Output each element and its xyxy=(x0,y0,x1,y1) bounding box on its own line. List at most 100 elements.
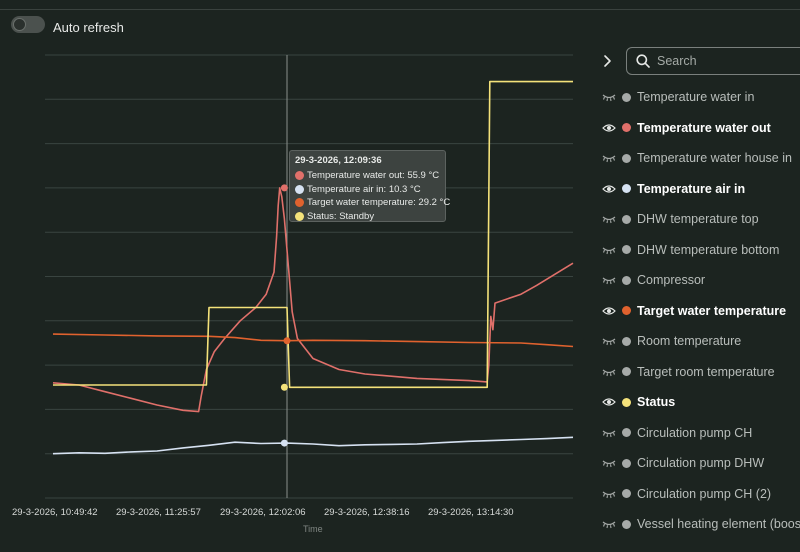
legend-color-dot xyxy=(622,306,631,315)
tooltip-row-text: Temperature air in: 10.3 °C xyxy=(307,183,421,195)
legend-item-target-room-temperature[interactable]: Target room temperature xyxy=(602,362,800,382)
hover-point-temperature-air-in xyxy=(280,439,288,447)
legend-label: DHW temperature bottom xyxy=(637,242,780,257)
legend-label: Circulation pump CH (2) xyxy=(637,486,772,501)
hover-points xyxy=(280,184,291,447)
tooltip-row: Target water temperature: 29.2 °C xyxy=(295,196,450,210)
legend-color-dot xyxy=(622,245,631,254)
legend-label: Room temperature xyxy=(637,334,742,348)
eye-icon[interactable] xyxy=(602,306,616,316)
eye-icon[interactable] xyxy=(602,184,616,194)
hover-point-temperature-water-out xyxy=(280,184,288,192)
legend-color-dot xyxy=(622,123,631,132)
eye-closed-icon[interactable] xyxy=(602,367,616,377)
legend-label: Target water temperature xyxy=(637,303,787,318)
legend-item-circulation-pump-dhw[interactable]: Circulation pump DHW xyxy=(602,453,800,473)
tooltip-row: Temperature water out: 55.9 °C xyxy=(295,169,440,183)
legend-color-dot xyxy=(622,367,631,376)
legend-color-dot xyxy=(622,519,631,529)
x-tick-label: 29-3-2026, 12:38:16 xyxy=(324,507,410,518)
legend-item-dhw-temperature-bottom[interactable]: DHW temperature bottom xyxy=(602,240,800,260)
legend-color-dot xyxy=(622,92,631,102)
search-icon xyxy=(636,54,650,68)
x-tick-label: 29-3-2026, 10:49:42 xyxy=(12,507,98,518)
auto-refresh-label: Auto refresh xyxy=(53,20,124,35)
tooltip-rows: Temperature water out: 55.9 °C Temperatur… xyxy=(295,169,450,224)
eye-closed-icon[interactable] xyxy=(602,519,616,529)
legend-label: Circulation pump DHW xyxy=(637,456,765,470)
legend-item-temperature-water-in[interactable]: Temperature water in xyxy=(602,87,800,107)
x-axis-label: Time xyxy=(303,524,323,534)
search-input[interactable] xyxy=(657,52,797,70)
legend-item-circulation-pump-ch[interactable]: Circulation pump CH xyxy=(602,423,800,443)
legend-item-dhw-temperature-top[interactable]: DHW temperature top xyxy=(602,209,800,229)
tooltip-color-dot xyxy=(295,184,304,194)
search-box[interactable] xyxy=(626,47,800,75)
legend-item-room-temperature[interactable]: Room temperature xyxy=(602,331,800,351)
chart-tooltip: 29-3-2026, 12:09:36 Temperature water ou… xyxy=(289,150,450,224)
chevron-right-icon[interactable] xyxy=(599,53,615,69)
tooltip-color-dot xyxy=(295,171,304,181)
tooltip-row-text: Target water temperature: 29.2 °C xyxy=(307,197,451,209)
toggle-knob xyxy=(13,18,26,31)
tooltip-row-text: Temperature water out: 55.9 °C xyxy=(307,170,440,182)
legend-item-vessel-heating-element-boost[interactable]: Vessel heating element (boost) xyxy=(602,514,800,534)
legend-color-dot xyxy=(622,489,631,498)
legend-item-target-water-temperature[interactable]: Target water temperature xyxy=(602,301,800,321)
legend-label: Temperature air in xyxy=(637,181,746,196)
tooltip-title: 29-3-2026, 12:09:36 xyxy=(295,155,382,166)
legend-color-dot xyxy=(622,184,631,193)
legend-item-temperature-water-house-in[interactable]: Temperature water house in xyxy=(602,148,800,168)
legend-label: Circulation pump CH xyxy=(637,425,753,440)
x-tick-label: 29-3-2026, 12:02:06 xyxy=(220,507,306,518)
chart-grid xyxy=(45,54,573,499)
legend-item-status[interactable]: Status xyxy=(602,392,800,412)
eye-closed-icon[interactable] xyxy=(602,245,616,255)
legend-label: DHW temperature top xyxy=(637,212,759,226)
tooltip-color-dot xyxy=(295,211,304,221)
chart-series xyxy=(52,80,574,455)
legend-color-dot xyxy=(622,397,631,407)
series-line-temperature-water-out xyxy=(52,187,574,413)
tooltip-row-text: Status: Standby xyxy=(307,210,375,222)
legend-item-compressor[interactable]: Compressor xyxy=(602,270,800,290)
legend-color-dot xyxy=(622,428,631,437)
legend-item-circulation-pump-ch-2[interactable]: Circulation pump CH (2) xyxy=(602,484,800,504)
x-tick-label: 29-3-2026, 11:25:57 xyxy=(116,507,201,518)
legend-label: Vessel heating element (boost) xyxy=(637,517,800,531)
legend-item-temperature-water-out[interactable]: Temperature water out xyxy=(602,118,800,138)
eye-icon[interactable] xyxy=(602,397,616,407)
auto-refresh-toggle[interactable] xyxy=(11,16,45,33)
x-tick-label: 29-3-2026, 13:14:30 xyxy=(428,507,514,518)
legend-color-dot xyxy=(622,153,631,163)
eye-closed-icon[interactable] xyxy=(602,275,616,285)
tooltip-color-dot xyxy=(295,198,304,208)
series-line-target-water-temperature xyxy=(52,333,574,348)
hover-point-status xyxy=(280,383,288,391)
eye-closed-icon[interactable] xyxy=(602,214,616,224)
legend-color-dot xyxy=(622,336,631,346)
time-series-chart[interactable] xyxy=(0,40,590,515)
legend-color-dot xyxy=(622,214,631,224)
legend-color-dot xyxy=(622,458,631,468)
eye-closed-icon[interactable] xyxy=(602,153,616,163)
eye-icon[interactable] xyxy=(602,123,616,133)
eye-closed-icon[interactable] xyxy=(602,428,616,438)
legend-label: Target room temperature xyxy=(637,364,775,379)
legend-item-temperature-air-in[interactable]: Temperature air in xyxy=(602,179,800,199)
eye-closed-icon[interactable] xyxy=(602,336,616,346)
eye-closed-icon[interactable] xyxy=(602,458,616,468)
legend-color-dot xyxy=(622,275,631,285)
legend-label: Temperature water house in xyxy=(637,151,792,165)
legend-label: Temperature water in xyxy=(637,90,755,104)
tooltip-row: Temperature air in: 10.3 °C xyxy=(295,183,440,197)
eye-closed-icon[interactable] xyxy=(602,489,616,499)
series-line-temperature-air-in xyxy=(52,436,574,455)
tooltip-row: Status: Standby xyxy=(295,210,440,224)
eye-closed-icon[interactable] xyxy=(602,92,616,102)
series-line-status xyxy=(53,80,573,389)
hover-point-target-water-temperature xyxy=(283,337,291,345)
top-divider xyxy=(0,9,800,10)
legend-label: Temperature water out xyxy=(637,120,771,135)
legend-label: Status xyxy=(637,395,676,409)
